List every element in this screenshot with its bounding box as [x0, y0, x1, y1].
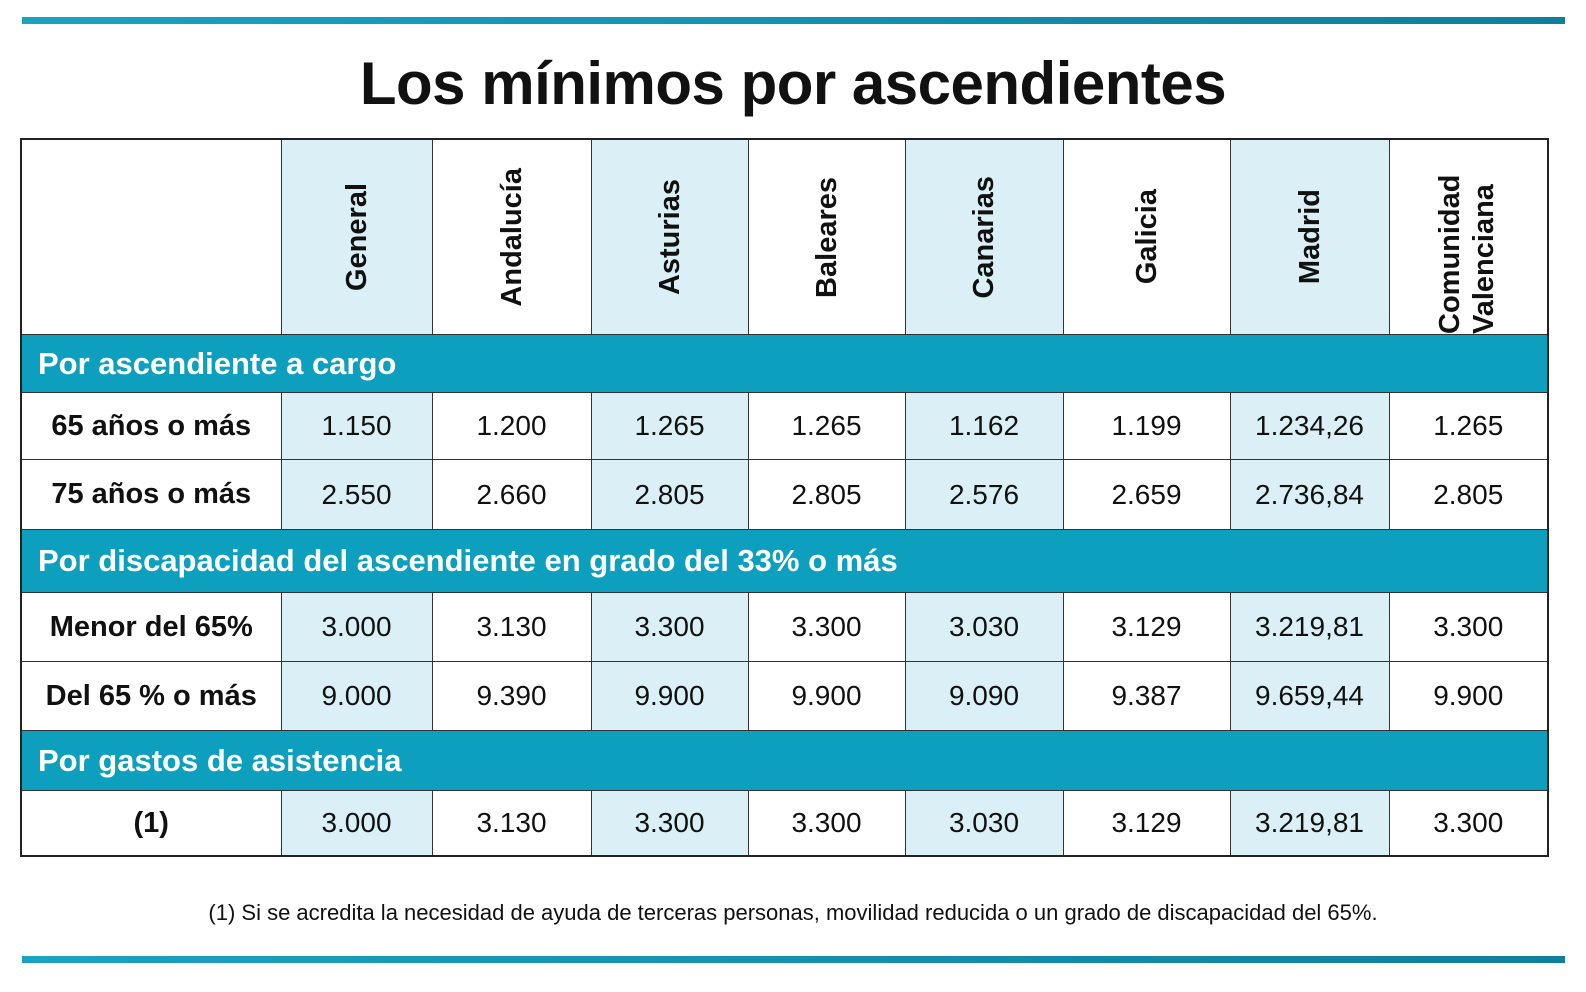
table-cell: 3.130	[431, 592, 592, 662]
section-row: Por discapacidad del ascendiente en grad…	[21, 529, 1548, 593]
column-header: Andalucía	[431, 138, 592, 335]
row-label: Del 65 % o más	[20, 661, 282, 731]
table-cell: 1.150	[280, 392, 433, 460]
table-cell: 1.199	[1062, 392, 1231, 460]
table-cell: 2.736,84	[1229, 459, 1390, 530]
footnote: (1) Si se acredita la necesidad de ayuda…	[208, 900, 1378, 925]
header-row: General Andalucía Asturias Baleares Cana…	[20, 138, 1549, 335]
table-cell: 3.129	[1062, 592, 1231, 662]
row-label: 65 años o más	[20, 392, 282, 460]
table-row: (1) 3.000 3.130 3.300 3.300 3.030 3.129 …	[20, 790, 1549, 857]
table-cell: 3.300	[747, 790, 906, 857]
table-cell: 9.390	[431, 661, 592, 731]
corner-cell	[20, 138, 282, 335]
row-label: 75 años o más	[20, 459, 282, 530]
column-header: General	[280, 138, 433, 335]
table-cell: 2.805	[747, 459, 906, 530]
table-cell: 3.030	[904, 592, 1064, 662]
table-cell: 2.805	[590, 459, 749, 530]
column-header: Madrid	[1229, 138, 1390, 335]
table-row: Del 65 % o más 9.000 9.390 9.900 9.900 9…	[20, 661, 1549, 731]
section-heading: Por gastos de asistencia	[21, 730, 1548, 791]
bottom-rule	[22, 956, 1565, 963]
row-label: Menor del 65%	[20, 592, 282, 662]
table-cell: 1.200	[431, 392, 592, 460]
table-cell: 3.300	[1388, 592, 1549, 662]
table-cell: 3.300	[1388, 790, 1549, 857]
table-cell: 9.900	[1388, 661, 1549, 731]
section-row: Por gastos de asistencia	[21, 730, 1548, 791]
table-row: Menor del 65% 3.000 3.130 3.300 3.300 3.…	[20, 592, 1549, 662]
table-cell: 3.300	[590, 592, 749, 662]
table-cell: 2.805	[1388, 459, 1549, 530]
column-header: Comunidad Valenciana	[1388, 138, 1549, 335]
page-title: Los mínimos por ascendientes	[359, 50, 1227, 117]
table-cell: 2.659	[1062, 459, 1231, 530]
table-cell: 1.265	[1388, 392, 1549, 460]
column-header: Asturias	[590, 138, 749, 335]
table-cell: 9.387	[1062, 661, 1231, 731]
row-label: (1)	[20, 790, 282, 857]
section-row: Por ascendiente a cargo	[21, 334, 1548, 393]
section-heading: Por discapacidad del ascendiente en grad…	[21, 529, 1548, 593]
data-table: General Andalucía Asturias Baleares Cana…	[20, 138, 1549, 857]
table-cell: 3.000	[280, 592, 433, 662]
section-heading: Por ascendiente a cargo	[21, 334, 1548, 393]
table-cell: 1.265	[747, 392, 906, 460]
table-cell: 3.300	[590, 790, 749, 857]
table-cell: 9.090	[904, 661, 1064, 731]
table-cell: 2.576	[904, 459, 1064, 530]
table-cell: 3.300	[747, 592, 906, 662]
table-cell: 9.659,44	[1229, 661, 1390, 731]
column-header: Galicia	[1062, 138, 1231, 335]
table-cell: 3.030	[904, 790, 1064, 857]
table-row: 65 años o más 1.150 1.200 1.265 1.265 1.…	[20, 392, 1549, 460]
table-row: 75 años o más 2.550 2.660 2.805 2.805 2.…	[20, 459, 1549, 530]
table-cell: 2.550	[280, 459, 433, 530]
table-cell: 3.130	[431, 790, 592, 857]
table-cell: 9.900	[590, 661, 749, 731]
table-cell: 3.000	[280, 790, 433, 857]
column-header: Baleares	[747, 138, 906, 335]
column-header: Canarias	[904, 138, 1064, 335]
table-cell: 3.219,81	[1229, 592, 1390, 662]
table-cell: 1.265	[590, 392, 749, 460]
table-cell: 1.162	[904, 392, 1064, 460]
table-cell: 2.660	[431, 459, 592, 530]
table-cell: 9.000	[280, 661, 433, 731]
top-rule	[22, 17, 1565, 24]
table-cell: 9.900	[747, 661, 906, 731]
table-cell: 1.234,26	[1229, 392, 1390, 460]
table-cell: 3.129	[1062, 790, 1231, 857]
table-cell: 3.219,81	[1229, 790, 1390, 857]
